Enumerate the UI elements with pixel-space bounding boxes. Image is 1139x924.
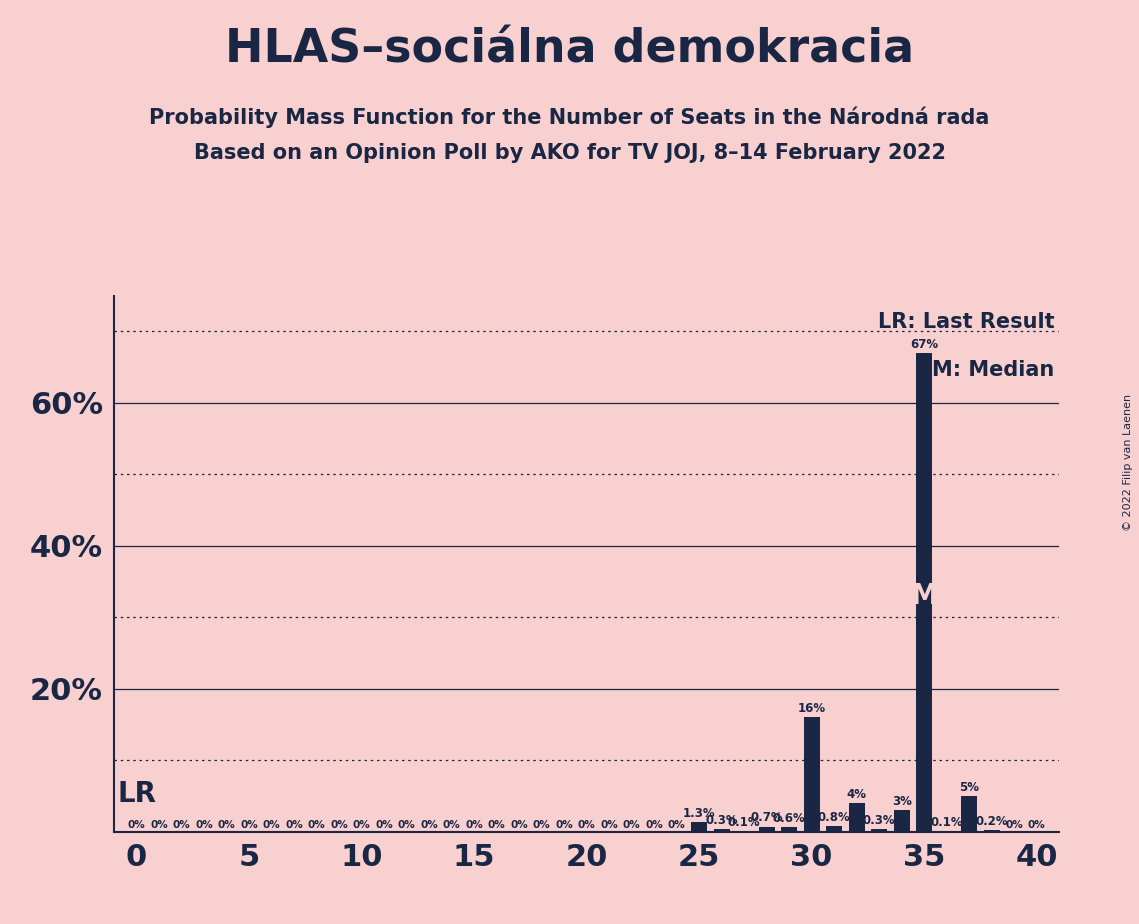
Text: 0%: 0% (667, 821, 686, 830)
Text: 0%: 0% (263, 821, 280, 830)
Text: 0%: 0% (510, 821, 528, 830)
Text: 0.3%: 0.3% (863, 814, 895, 827)
Bar (849, 803, 865, 832)
Text: 0.7%: 0.7% (751, 811, 782, 824)
Text: 0.6%: 0.6% (772, 812, 805, 825)
Bar (871, 830, 887, 832)
Bar (984, 830, 1000, 832)
Text: 0%: 0% (375, 821, 393, 830)
Text: 16%: 16% (797, 702, 826, 715)
Text: 0%: 0% (420, 821, 437, 830)
Text: LR: Last Result: LR: Last Result (878, 311, 1055, 332)
Text: Probability Mass Function for the Number of Seats in the Národná rada: Probability Mass Function for the Number… (149, 106, 990, 128)
Text: M: M (910, 582, 939, 610)
Text: 0%: 0% (1006, 821, 1023, 830)
Text: 0%: 0% (577, 821, 596, 830)
Bar (917, 353, 932, 832)
Text: 0.1%: 0.1% (728, 816, 761, 829)
Text: 0.2%: 0.2% (975, 815, 1008, 828)
Text: 0%: 0% (150, 821, 167, 830)
Text: HLAS–sociálna demokracia: HLAS–sociálna demokracia (224, 28, 915, 73)
Text: 0%: 0% (443, 821, 460, 830)
Bar (691, 822, 707, 832)
Text: 0.1%: 0.1% (931, 816, 964, 829)
Text: 0%: 0% (555, 821, 573, 830)
Text: 0%: 0% (172, 821, 190, 830)
Text: 0%: 0% (465, 821, 483, 830)
Text: 0%: 0% (218, 821, 236, 830)
Text: 3%: 3% (892, 795, 911, 808)
Text: 0%: 0% (285, 821, 303, 830)
Text: Based on an Opinion Poll by AKO for TV JOJ, 8–14 February 2022: Based on an Opinion Poll by AKO for TV J… (194, 143, 945, 164)
Text: 0%: 0% (398, 821, 416, 830)
Text: 0.3%: 0.3% (705, 814, 738, 827)
Text: 0.8%: 0.8% (818, 810, 851, 823)
Bar (826, 826, 842, 832)
Text: 0%: 0% (128, 821, 146, 830)
Bar (804, 717, 820, 832)
Text: 0%: 0% (1027, 821, 1046, 830)
Text: 0%: 0% (645, 821, 663, 830)
Text: 67%: 67% (910, 337, 939, 351)
Text: LR: LR (117, 780, 156, 808)
Text: 5%: 5% (959, 781, 980, 794)
Text: 4%: 4% (846, 788, 867, 801)
Text: 0%: 0% (195, 821, 213, 830)
Bar (894, 810, 910, 832)
Text: 0%: 0% (308, 821, 326, 830)
Text: 0%: 0% (600, 821, 618, 830)
Text: 0%: 0% (353, 821, 370, 830)
Text: 0%: 0% (623, 821, 640, 830)
Text: M: Median: M: Median (933, 360, 1055, 380)
Text: © 2022 Filip van Laenen: © 2022 Filip van Laenen (1123, 394, 1133, 530)
Bar (714, 830, 729, 832)
Text: 1.3%: 1.3% (682, 808, 715, 821)
Text: 0%: 0% (240, 821, 257, 830)
Bar (781, 827, 797, 832)
Text: 0%: 0% (330, 821, 347, 830)
Bar (961, 796, 977, 832)
Text: 0%: 0% (533, 821, 550, 830)
Bar (759, 827, 775, 832)
Text: 0%: 0% (487, 821, 506, 830)
